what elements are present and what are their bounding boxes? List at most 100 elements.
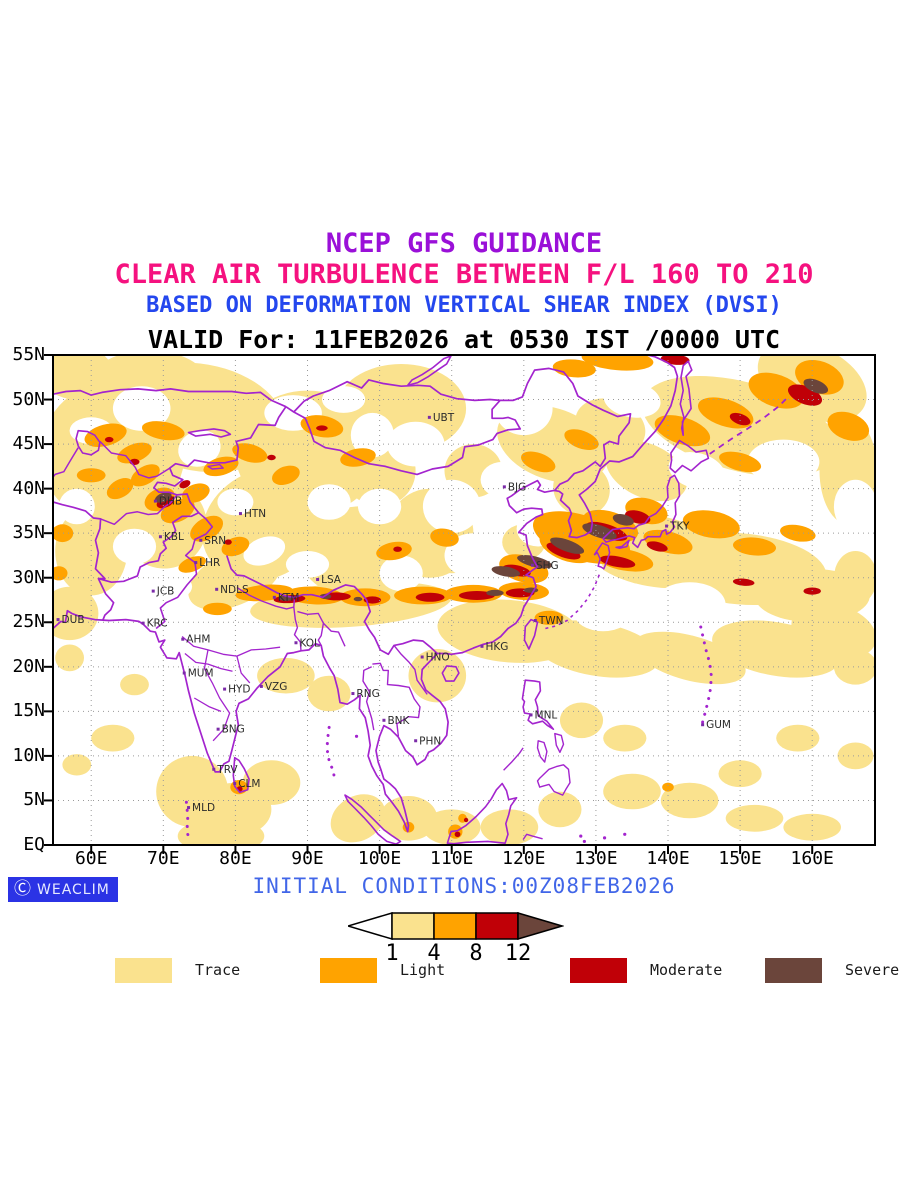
- city-dot-KBL: [158, 535, 162, 539]
- colorbar-severe-arrow: [517, 911, 565, 941]
- colorbar-moderate-cell: [475, 912, 519, 940]
- city-label-JCB: JCB: [156, 586, 175, 598]
- city-label-SRN: SRN: [204, 535, 226, 547]
- city-label-MLD: MLD: [192, 802, 215, 814]
- city-dot-PHN: [414, 739, 418, 743]
- city-dot-LHR: [194, 561, 198, 565]
- city-label-MNL: MNL: [535, 709, 558, 721]
- city-label-MUM: MUM: [188, 668, 214, 680]
- lat-tick-15N: 15N: [12, 700, 45, 722]
- city-dot-KTM: [272, 595, 276, 599]
- city-label-HNO: HNO: [426, 652, 450, 664]
- city-label-KOL: KOL: [299, 637, 320, 649]
- city-dot-MNL: [529, 713, 533, 717]
- city-dot-TRV: [212, 767, 216, 771]
- lat-tick-40N: 40N: [12, 477, 45, 499]
- moderate-swatch: [570, 958, 627, 983]
- title-line-4: VALID For: 11FEB2026 at 0530 IST /0000 U…: [147, 325, 781, 354]
- city-label-VZG: VZG: [265, 681, 288, 693]
- lat-tick-50N: 50N: [12, 388, 45, 410]
- colorbar-value-1: 1: [385, 941, 399, 966]
- lat-tick-55N: 55N: [12, 344, 45, 365]
- severity-colorbar: [345, 911, 565, 946]
- city-label-CLM: CLM: [238, 778, 260, 790]
- city-dot-TWN: [533, 618, 537, 622]
- light-swatch: [320, 958, 377, 983]
- city-label-RNG: RNG: [356, 688, 379, 700]
- city-label-TKY: TKY: [669, 521, 690, 533]
- city-dot-NDLS: [215, 587, 219, 591]
- colorbar-value-4: 4: [427, 941, 441, 966]
- city-dot-SRN: [199, 538, 203, 542]
- lon-tick-90E: 90E: [291, 848, 324, 869]
- city-markers: UBT BJG DHB HTN KBL SRN LHR JCB NDLS KTM LSA DUB KRC…: [56, 412, 731, 814]
- severe-label: Severe: [845, 961, 900, 979]
- city-dot-TKY: [665, 524, 669, 528]
- weaclim-logo: Ⓒ WEACLIM: [8, 877, 118, 902]
- title-line-1: NCEP GFS GUIDANCE: [325, 228, 603, 259]
- light-label: Light: [400, 961, 446, 979]
- city-dot-MLD: [187, 806, 191, 810]
- city-dot-HNO: [420, 655, 424, 659]
- lon-tick-150E: 150E: [718, 848, 762, 869]
- city-label-DUB: DUB: [62, 614, 85, 626]
- lon-tick-160E: 160E: [790, 848, 834, 869]
- turbulence-map: UBT BJG DHB HTN KBL SRN LHR JCB NDLS KTM LSA DUB KRC…: [44, 354, 876, 854]
- city-dot-JCB: [151, 589, 155, 593]
- colorbar-trace-cell: [391, 912, 435, 940]
- lat-tick-20N: 20N: [12, 655, 45, 677]
- title-line-2: CLEAR AIR TURBULENCE BETWEEN F/L 160 TO …: [114, 259, 814, 290]
- city-label-BNG: BNG: [222, 724, 245, 736]
- lat-tick-5N: 5N: [23, 789, 45, 811]
- city-dot-KRC: [141, 621, 145, 625]
- map-layers: [53, 355, 875, 845]
- lon-tick-120E: 120E: [502, 848, 546, 869]
- city-label-LHR: LHR: [199, 557, 220, 569]
- city-dot-KOL: [294, 641, 298, 645]
- city-label-BNK: BNK: [387, 715, 410, 727]
- city-label-KTM: KTM: [278, 592, 300, 604]
- severe-swatch: [765, 958, 822, 983]
- map-plot-area: UBT BJG DHB HTN KBL SRN LHR JCB NDLS KTM LSA DUB KRC…: [44, 354, 876, 854]
- lat-tick-10N: 10N: [12, 744, 45, 766]
- city-label-TRV: TRV: [216, 764, 238, 776]
- grid-lines: [53, 355, 875, 845]
- city-dot-BNK: [382, 718, 386, 722]
- axis-ticks: [44, 354, 814, 854]
- country-borders: [53, 355, 790, 845]
- trace-swatch: [115, 958, 172, 983]
- city-label-PHN: PHN: [419, 735, 441, 747]
- city-dot-HTN: [238, 512, 242, 516]
- city-dot-UBT: [427, 415, 431, 419]
- moderate-label: Moderate: [650, 961, 723, 979]
- city-dot-RNG: [351, 692, 355, 696]
- colorbar-light-cell: [433, 912, 477, 940]
- city-dot-DUB: [56, 618, 60, 622]
- city-dot-MUM: [182, 671, 186, 675]
- city-dot-CLM: [233, 782, 237, 786]
- city-dot-SHG: [530, 563, 534, 567]
- lon-tick-60E: 60E: [74, 848, 108, 869]
- city-label-SHG: SHG: [536, 560, 559, 572]
- lon-tick-110E: 110E: [430, 848, 474, 869]
- colorbar-value-12: 12: [504, 941, 532, 966]
- lon-tick-80E: 80E: [219, 848, 252, 869]
- trace-label: Trace: [195, 961, 241, 979]
- city-dot-AHM: [181, 637, 185, 641]
- city-label-HKG: HKG: [485, 641, 508, 653]
- city-label-GUM: GUM: [706, 719, 731, 731]
- city-dot-VZG: [259, 684, 263, 688]
- city-dot-LSA: [316, 578, 320, 582]
- city-label-KRC: KRC: [147, 618, 168, 630]
- lat-tick-45N: 45N: [12, 433, 45, 455]
- city-label-DHB: DHB: [159, 496, 182, 508]
- copyright-icon: Ⓒ: [14, 879, 32, 899]
- city-label-NDLS: NDLS: [220, 584, 249, 596]
- city-dot-HYD: [223, 687, 227, 691]
- city-label-BJG: BJG: [508, 481, 526, 493]
- colorbar-left-arrow: [345, 911, 393, 941]
- title-line-3: BASED ON DEFORMATION VERTICAL SHEAR INDE…: [146, 293, 782, 318]
- city-dot-BNG: [216, 727, 220, 731]
- lon-tick-100E: 100E: [357, 848, 402, 869]
